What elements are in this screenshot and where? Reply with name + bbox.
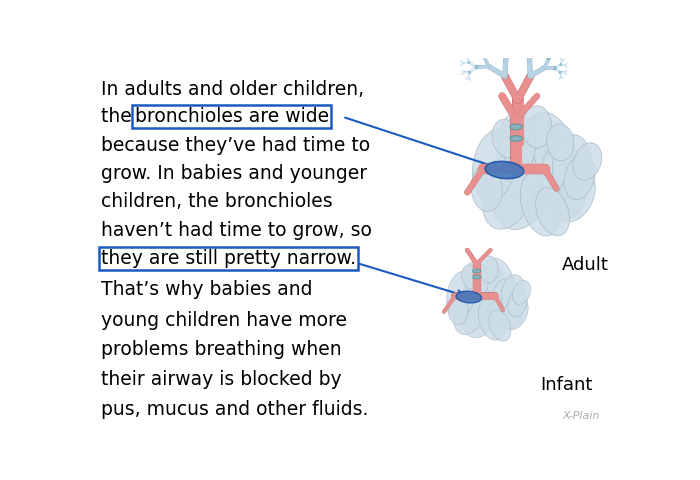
Ellipse shape: [501, 275, 526, 315]
Ellipse shape: [465, 261, 489, 298]
Ellipse shape: [485, 161, 524, 179]
Circle shape: [491, 43, 494, 45]
Ellipse shape: [521, 49, 524, 52]
Circle shape: [547, 50, 549, 53]
Circle shape: [522, 49, 524, 52]
Circle shape: [547, 57, 550, 60]
Circle shape: [468, 61, 470, 64]
Ellipse shape: [482, 54, 485, 56]
Ellipse shape: [471, 166, 502, 212]
Circle shape: [559, 72, 561, 73]
Circle shape: [554, 67, 556, 70]
Text: children, the bronchioles: children, the bronchioles: [101, 192, 332, 211]
Ellipse shape: [520, 172, 561, 236]
Circle shape: [512, 38, 514, 40]
Circle shape: [475, 50, 477, 53]
Circle shape: [522, 42, 524, 44]
Ellipse shape: [521, 112, 577, 204]
Circle shape: [499, 38, 501, 40]
Ellipse shape: [482, 148, 538, 229]
Ellipse shape: [554, 66, 556, 71]
Text: Infant: Infant: [540, 376, 593, 394]
Text: problems breathing when: problems breathing when: [101, 340, 342, 359]
Circle shape: [475, 66, 477, 69]
Circle shape: [533, 41, 536, 44]
Ellipse shape: [456, 291, 482, 303]
Ellipse shape: [473, 129, 517, 202]
Ellipse shape: [492, 120, 520, 157]
Text: pus, mucus and other fluids.: pus, mucus and other fluids.: [101, 400, 368, 419]
Ellipse shape: [489, 310, 511, 341]
Text: X-Plain: X-Plain: [562, 411, 600, 421]
Ellipse shape: [510, 136, 522, 141]
Ellipse shape: [522, 106, 552, 148]
Ellipse shape: [533, 48, 538, 51]
Ellipse shape: [460, 263, 505, 338]
Ellipse shape: [461, 265, 479, 289]
Ellipse shape: [508, 288, 527, 317]
Ellipse shape: [447, 271, 475, 318]
Text: bronchioles are wide: bronchioles are wide: [134, 107, 329, 126]
Ellipse shape: [547, 124, 574, 161]
Ellipse shape: [556, 171, 595, 222]
Ellipse shape: [503, 297, 528, 330]
Ellipse shape: [510, 124, 522, 130]
Circle shape: [559, 63, 562, 66]
Circle shape: [514, 48, 516, 49]
Text: young children have more: young children have more: [101, 311, 347, 329]
Ellipse shape: [492, 279, 523, 329]
Ellipse shape: [498, 46, 501, 48]
Circle shape: [498, 46, 501, 48]
Ellipse shape: [479, 299, 505, 340]
Circle shape: [484, 47, 486, 48]
Text: Adult: Adult: [562, 255, 609, 274]
Circle shape: [512, 46, 514, 49]
Ellipse shape: [475, 65, 477, 69]
Circle shape: [520, 44, 522, 47]
Ellipse shape: [473, 269, 481, 273]
Text: the: the: [101, 107, 138, 126]
Text: grow. In babies and younger: grow. In babies and younger: [101, 164, 368, 183]
Text: That’s why babies and: That’s why babies and: [101, 280, 313, 299]
Text: because they’ve had time to: because they’ve had time to: [101, 136, 370, 155]
Ellipse shape: [500, 114, 536, 171]
Ellipse shape: [536, 188, 569, 236]
Ellipse shape: [547, 57, 551, 59]
Ellipse shape: [473, 275, 481, 279]
Circle shape: [482, 54, 484, 56]
Ellipse shape: [512, 280, 531, 304]
Circle shape: [554, 54, 556, 56]
Ellipse shape: [552, 135, 592, 196]
Ellipse shape: [448, 296, 468, 325]
Text: In adults and older children,: In adults and older children,: [101, 80, 364, 98]
Circle shape: [468, 72, 470, 73]
Ellipse shape: [512, 46, 515, 49]
Circle shape: [541, 46, 543, 48]
Text: they are still pretty narrow.: they are still pretty narrow.: [101, 249, 356, 268]
Ellipse shape: [480, 258, 516, 319]
Ellipse shape: [564, 154, 595, 200]
Text: their airway is blocked by: their airway is blocked by: [101, 371, 342, 389]
Circle shape: [534, 48, 537, 51]
Ellipse shape: [480, 256, 498, 283]
Ellipse shape: [453, 281, 489, 335]
Ellipse shape: [573, 143, 602, 180]
Ellipse shape: [540, 143, 587, 219]
Ellipse shape: [490, 117, 561, 229]
Text: haven’t had time to grow, so: haven’t had time to grow, so: [101, 221, 372, 240]
